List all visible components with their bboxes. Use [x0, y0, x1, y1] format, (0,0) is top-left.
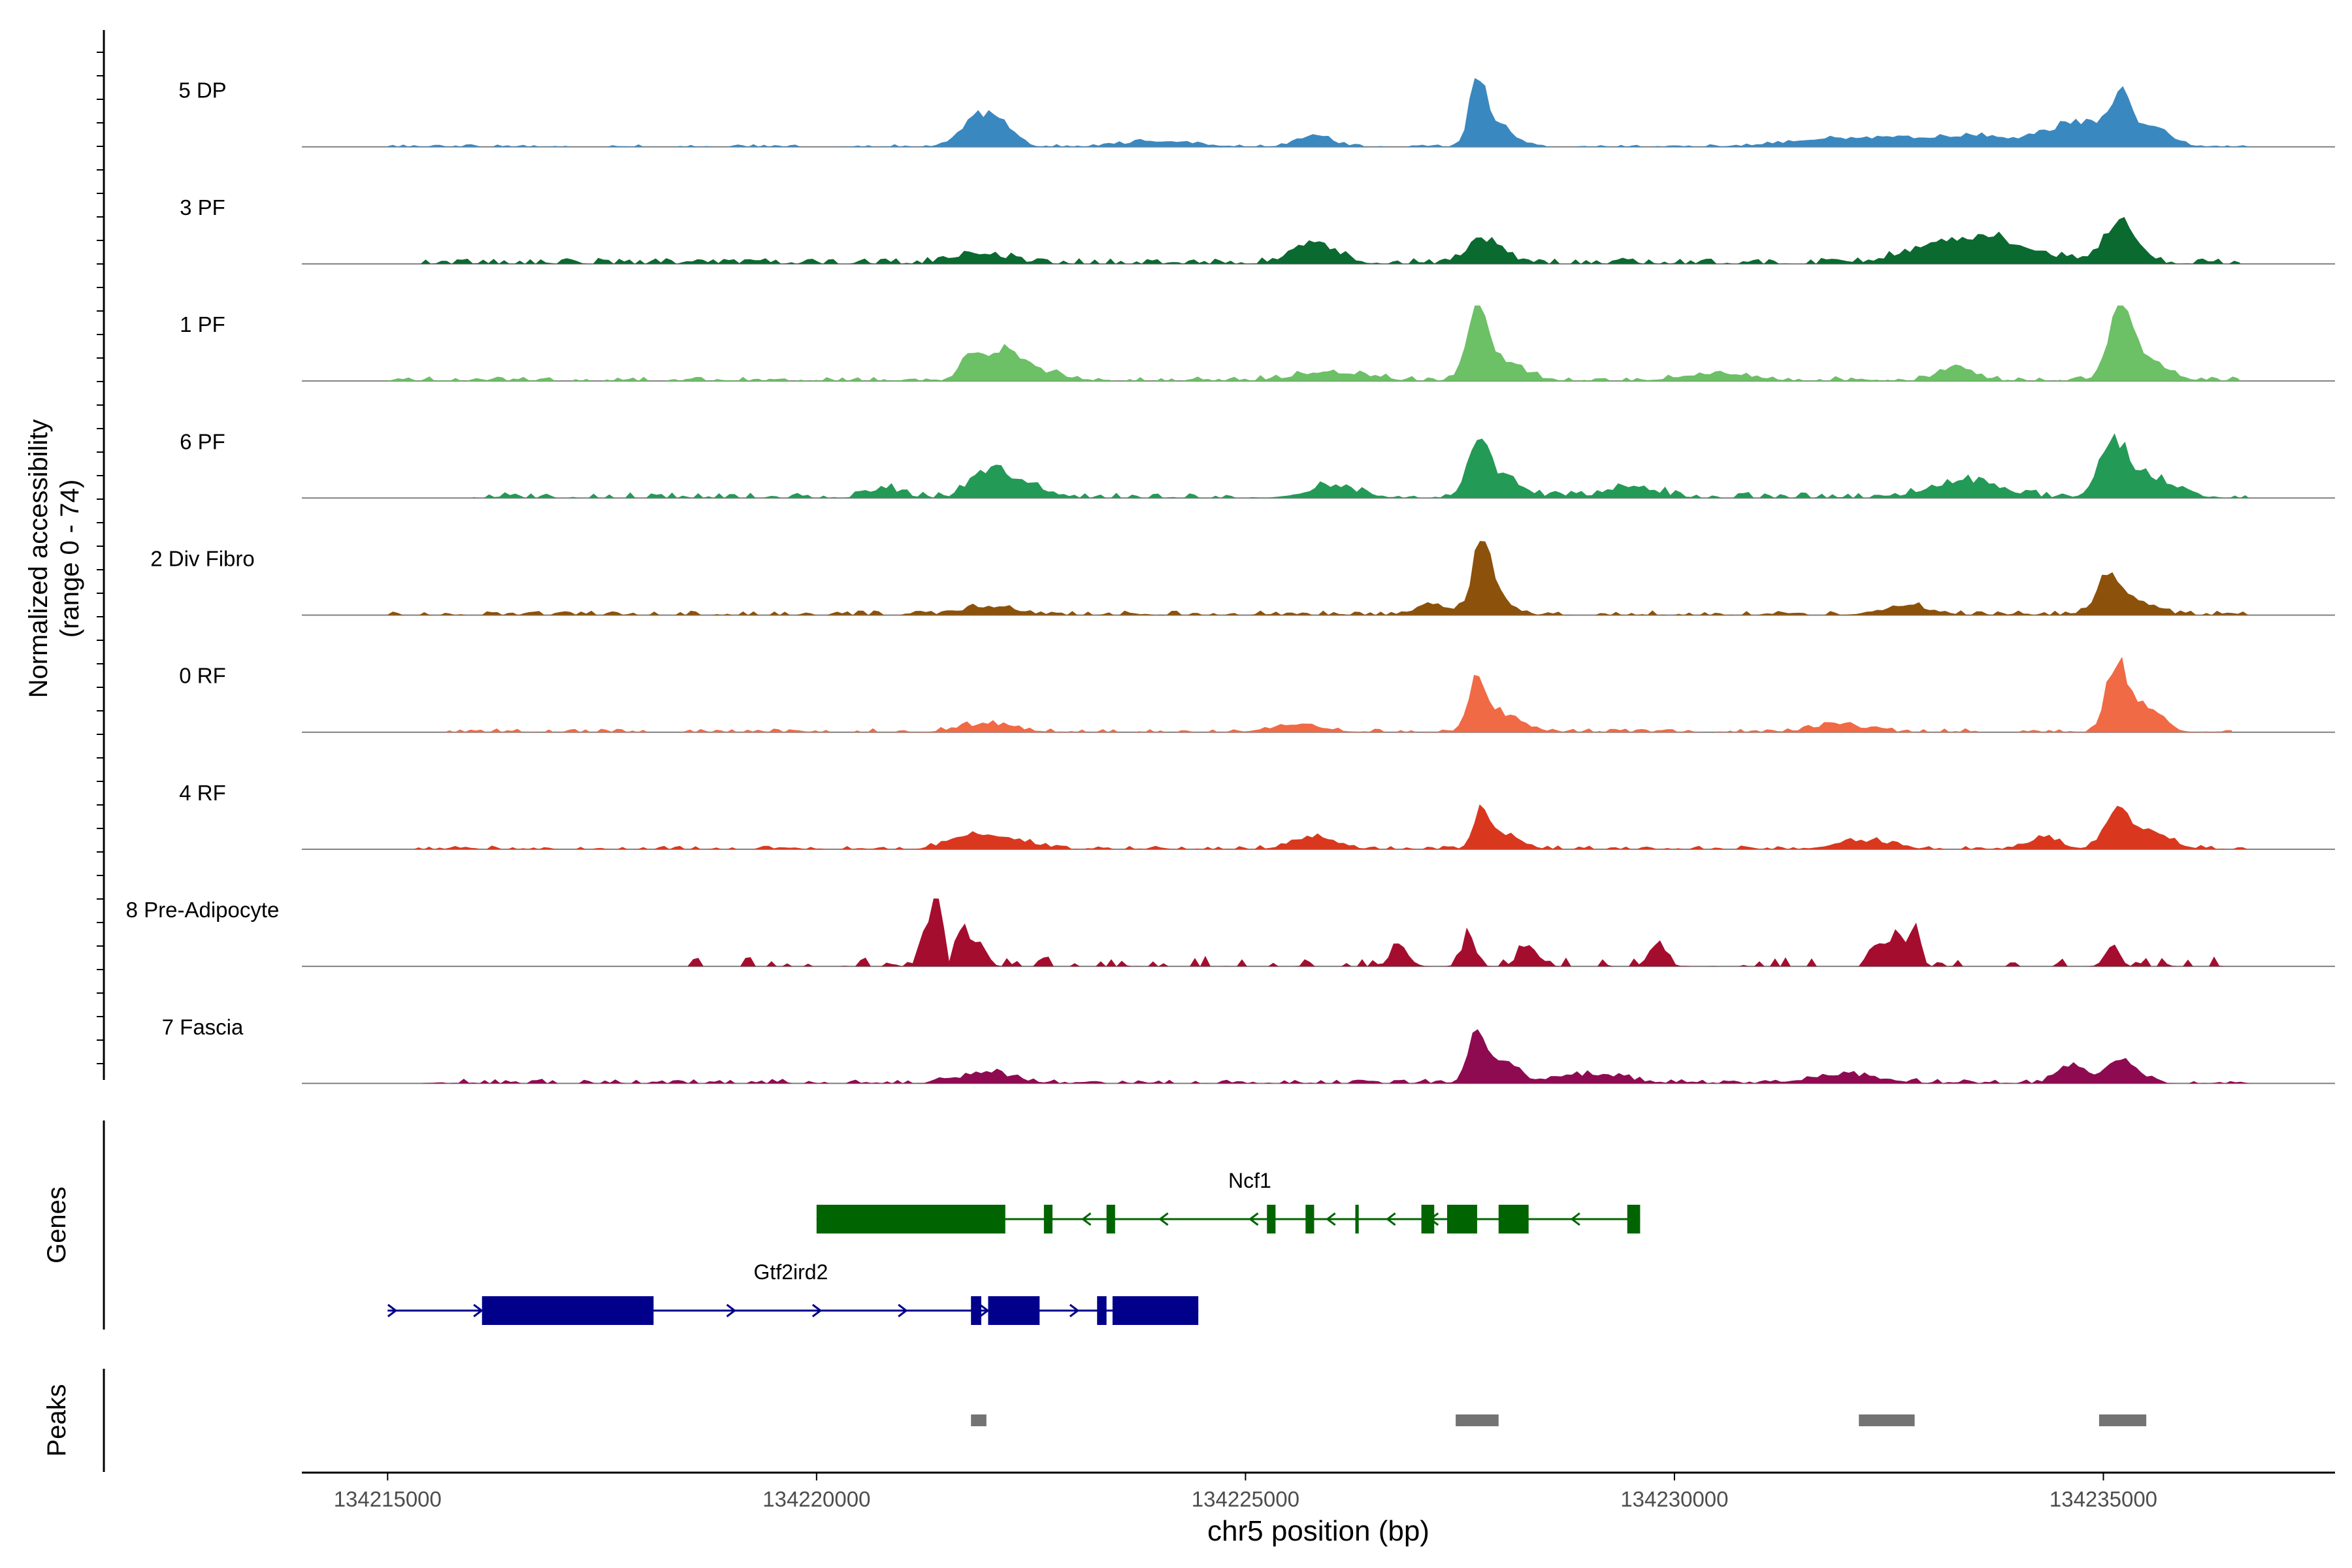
- track-label: 4 RF: [179, 781, 226, 805]
- strand-arrow: [1326, 1212, 1336, 1226]
- peak-region: [2099, 1414, 2147, 1426]
- coverage-area: [387, 305, 2241, 382]
- track-8-pre-adipocyte: 8 Pre-Adipocyte: [126, 898, 2335, 968]
- track-label: 0 RF: [179, 664, 226, 688]
- x-tick-label: 134230000: [1620, 1487, 1728, 1511]
- track-5-dp: 5 DP: [178, 78, 2335, 148]
- gene-exon: [971, 1296, 981, 1325]
- peak-region: [1859, 1414, 1915, 1426]
- strand-arrow: [1570, 1212, 1580, 1226]
- peak-region: [1456, 1414, 1499, 1426]
- coverage-area: [439, 657, 2232, 732]
- peak-regions: [971, 1414, 2147, 1426]
- strand-arrow: [1386, 1212, 1396, 1226]
- x-tick-label: 134235000: [2050, 1487, 2157, 1511]
- gene-name-label: Ncf1: [1228, 1169, 1271, 1192]
- track-label: 1 PF: [180, 312, 225, 336]
- gene-exon: [1627, 1205, 1641, 1233]
- gene-exon: [1305, 1205, 1315, 1233]
- coverage-tracks: 5 DP 3 PF 1 PF 6 PF 2 Div Fibro 0 RF 4 RF 8 Pre…: [126, 78, 2335, 1085]
- track-6-pf: 6 PF: [180, 429, 2335, 499]
- gene-exon: [1267, 1205, 1276, 1233]
- coverage-area: [687, 898, 2249, 967]
- y-axis-title: Normalized accessibility (range 0 - 74): [24, 419, 84, 698]
- strand-arrow: [1081, 1212, 1092, 1226]
- strand-arrow: [979, 1303, 990, 1318]
- strand-arrow: [811, 1303, 823, 1318]
- x-axis-title: chr5 position (bp): [1207, 1515, 1429, 1547]
- gene-exon: [1421, 1205, 1435, 1233]
- track-0-rf: 0 RF: [179, 657, 2335, 733]
- coverage-area: [387, 541, 2249, 615]
- track-label: 3 PF: [180, 195, 225, 220]
- gene-gtf2ird2: Gtf2ird2: [387, 1260, 1199, 1325]
- gene-exon: [1097, 1296, 1107, 1325]
- strand-arrow: [1428, 1212, 1439, 1226]
- x-tick-label: 134220000: [762, 1487, 870, 1511]
- track-4-rf: 4 RF: [179, 781, 2335, 850]
- track-label: 7 Fascia: [162, 1015, 244, 1039]
- strand-arrow: [1249, 1212, 1259, 1226]
- genes-panel-label: Genes: [42, 1186, 71, 1264]
- y-axis-title-line2: (range 0 - 74): [56, 480, 84, 638]
- track-label: 5 DP: [178, 78, 226, 103]
- track-label: 2 Div Fibro: [150, 547, 255, 571]
- gene-exon: [1446, 1205, 1477, 1233]
- strand-arrow: [387, 1303, 398, 1318]
- x-tick-label: 134225000: [1192, 1487, 1299, 1511]
- gene-exon: [1043, 1205, 1053, 1233]
- gene-exon: [1112, 1296, 1199, 1325]
- gene-models: Ncf1 Gtf2ird2: [387, 1169, 1641, 1325]
- coverage-area: [404, 217, 2241, 264]
- gene-ncf1: Ncf1: [816, 1169, 1641, 1233]
- coverage-area: [387, 78, 2249, 147]
- gene-exon: [816, 1205, 1005, 1233]
- strand-arrow: [1158, 1212, 1169, 1226]
- gene-name-label: Gtf2ird2: [754, 1260, 828, 1284]
- gene-exon: [1498, 1205, 1529, 1233]
- coverage-area: [413, 804, 2249, 849]
- x-axis-ticks: 134215000 134220000 134225000 134230000 1342…: [334, 1473, 2157, 1511]
- track-label: 6 PF: [180, 429, 225, 453]
- gene-exon: [988, 1296, 1040, 1325]
- coverage-area: [421, 1029, 2249, 1084]
- y-axis-title-line1: Normalized accessibility: [24, 419, 53, 698]
- coverage-area: [473, 433, 2249, 498]
- coverage-y-ticks: [97, 52, 104, 1064]
- strand-arrow: [1069, 1303, 1080, 1318]
- peak-region: [971, 1414, 987, 1426]
- track-7-fascia: 7 Fascia: [162, 1015, 2335, 1085]
- track-3-pf: 3 PF: [180, 195, 2335, 265]
- gene-exon: [1355, 1205, 1359, 1233]
- strand-arrow: [473, 1303, 483, 1318]
- peaks-panel-label: Peaks: [42, 1384, 71, 1456]
- x-tick-label: 134215000: [334, 1487, 442, 1511]
- gene-exon: [482, 1296, 654, 1325]
- track-label: 8 Pre-Adipocyte: [126, 898, 280, 922]
- track-2-div-fibro: 2 Div Fibro: [150, 541, 2335, 616]
- gene-exon: [1106, 1205, 1115, 1233]
- track-1-pf: 1 PF: [180, 305, 2335, 382]
- strand-arrow: [898, 1303, 908, 1318]
- strand-arrow: [726, 1303, 737, 1318]
